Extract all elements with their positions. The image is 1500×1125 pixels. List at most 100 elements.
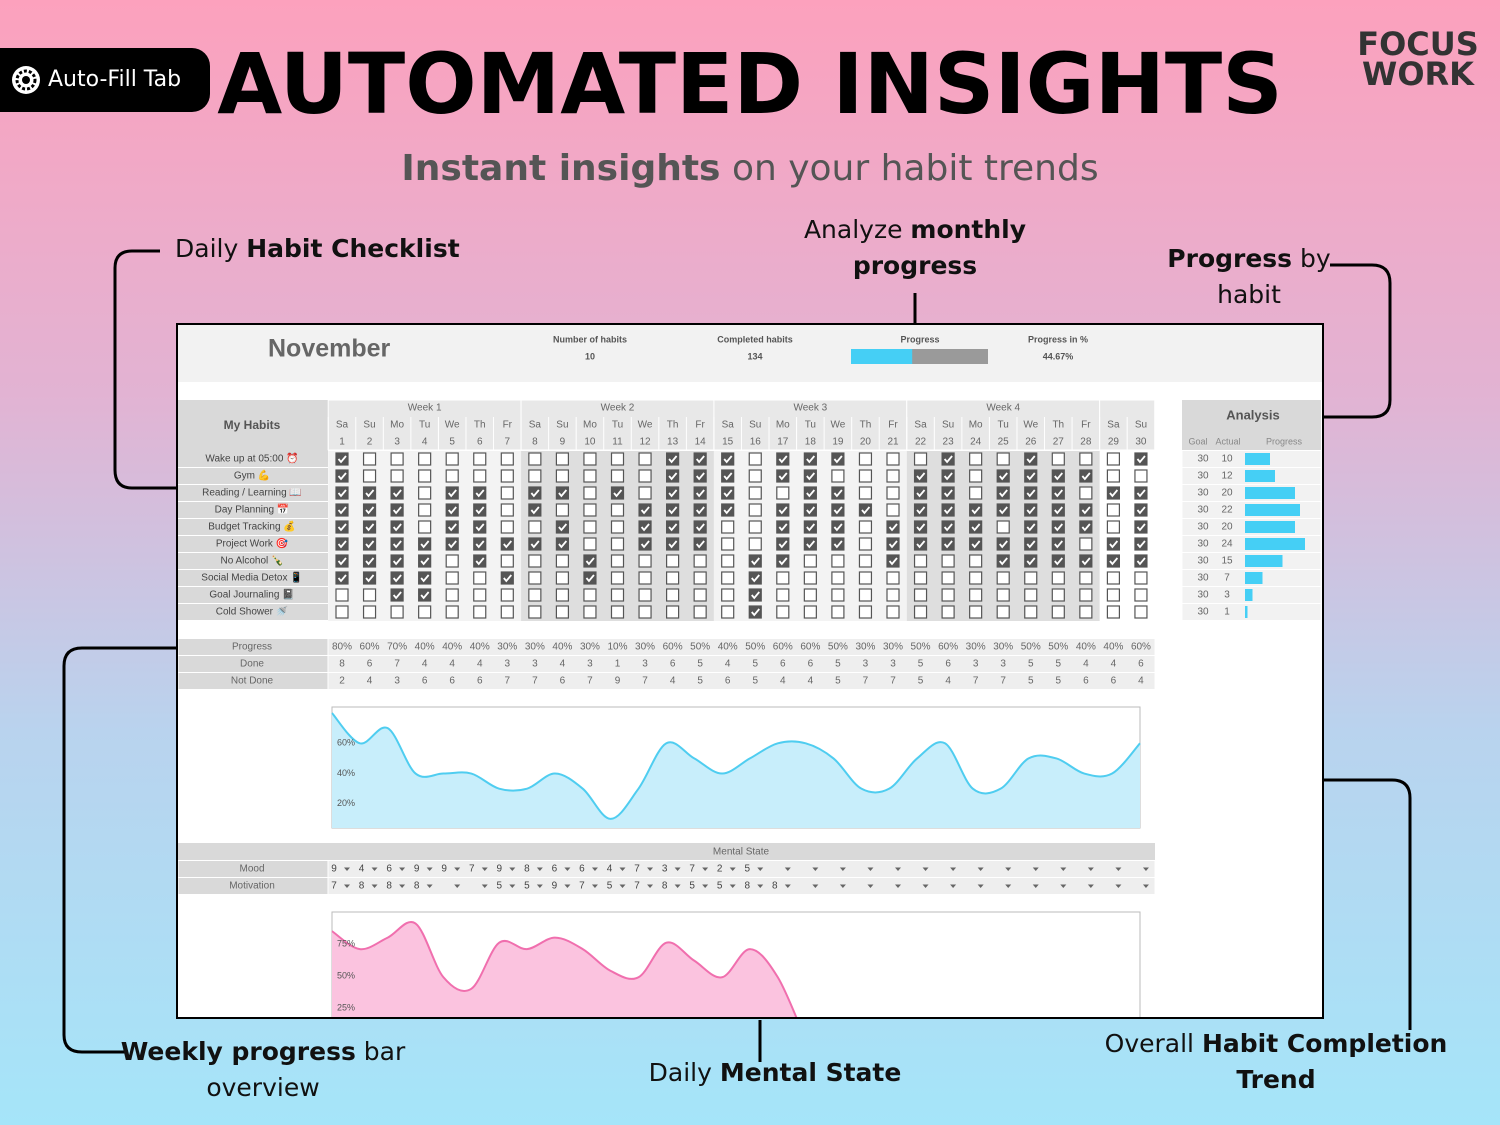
checkbox: [362, 588, 377, 602]
summary-value: 7: [890, 676, 896, 687]
checkbox: [445, 537, 459, 551]
checkbox-box: [969, 469, 983, 483]
summary-value: 40%: [415, 642, 435, 653]
checkbox: [335, 537, 349, 551]
checkbox-box: [969, 503, 983, 517]
checkbox: [390, 588, 404, 602]
callout-segment: Weekly progress: [121, 1037, 356, 1066]
checkbox: [335, 588, 349, 602]
callout: Progress by: [1167, 244, 1331, 273]
checkbox: [748, 486, 762, 500]
mental-value: 6: [386, 864, 392, 875]
checkbox-tick: [475, 523, 485, 532]
checkbox: [886, 605, 900, 619]
checkbox-box: [693, 605, 707, 619]
checkbox: [610, 605, 625, 619]
checkbox: [693, 520, 707, 534]
checkbox-box: [362, 537, 377, 551]
checkbox-box: [583, 452, 597, 466]
checkbox-box: [969, 605, 983, 619]
checkbox-box: [500, 503, 514, 517]
summary-value: 4: [1083, 659, 1089, 670]
checkbox: [500, 503, 514, 517]
summary-value: 40%: [1076, 642, 1096, 653]
summary-value: 5: [1028, 676, 1034, 687]
date-label: 26: [1025, 437, 1037, 448]
checkbox: [445, 554, 459, 568]
mental-value: 6: [552, 864, 558, 875]
checkbox: [969, 469, 983, 483]
checkbox-box: [1051, 605, 1065, 619]
checkbox-tick: [999, 506, 1008, 515]
checkbox-box: [335, 537, 349, 551]
checkbox: [500, 469, 514, 483]
checkbox-box: [555, 588, 570, 602]
checkbox-box: [555, 571, 570, 585]
summary-value: 30%: [497, 642, 517, 653]
checkbox-box: [1134, 605, 1148, 619]
checkbox: [858, 588, 873, 602]
checkbox-tick: [943, 506, 953, 515]
checkbox: [610, 554, 625, 568]
checkbox-tick: [530, 489, 540, 498]
checkbox-box: [748, 469, 762, 483]
checkbox-box: [528, 571, 542, 585]
checkbox-box: [418, 503, 432, 517]
summary-value: 50%: [690, 642, 710, 653]
checkbox-box: [996, 571, 1010, 585]
summary-value: 10%: [607, 642, 627, 653]
stat-label: Progress in %: [1028, 334, 1088, 344]
summary-value: 7: [642, 676, 648, 687]
goal: 30: [1197, 573, 1209, 584]
week-head: [520, 399, 715, 451]
checkbox-box: [610, 486, 625, 500]
checkbox-tick: [420, 574, 430, 583]
checkbox: [776, 486, 790, 500]
checkbox: [583, 452, 597, 466]
summary-value: 3: [642, 659, 648, 670]
checkbox-box: [362, 571, 377, 585]
callout-segment: Daily: [649, 1058, 720, 1087]
checkbox-tick: [448, 489, 457, 498]
checkbox-box: [390, 588, 404, 602]
checkbox: [803, 537, 817, 551]
dropdown-arrow: [454, 884, 461, 888]
checkbox: [1024, 452, 1038, 466]
dropdown-arrow: [1032, 884, 1039, 888]
dropdown-arrow: [867, 867, 874, 871]
dropdown-arrow: [371, 867, 378, 871]
checkbox-tick: [640, 523, 650, 532]
checkbox: [500, 520, 514, 534]
checkbox: [418, 605, 432, 619]
habit-progress-bar: [1245, 504, 1300, 516]
checkbox-box: [500, 469, 514, 483]
checkbox: [1134, 537, 1148, 551]
checkbox-box: [1079, 503, 1093, 517]
checkbox: [803, 469, 817, 483]
checkbox: [831, 571, 845, 585]
summary-value: 60%: [360, 642, 380, 653]
checkbox-box: [528, 554, 542, 568]
checkbox-box: [610, 554, 625, 568]
checkbox-tick: [448, 540, 457, 549]
checkbox-box: [528, 537, 542, 551]
stat-label: Number of habits: [553, 334, 627, 344]
checkbox-tick: [695, 540, 705, 549]
checkbox: [583, 554, 597, 568]
checkbox-box: [1106, 469, 1121, 483]
checkbox-tick: [1054, 489, 1063, 498]
checkbox: [1134, 486, 1148, 500]
checkbox: [913, 520, 928, 534]
mental-value: 8: [772, 881, 778, 892]
badge[interactable]: [0, 48, 210, 112]
checkbox: [583, 469, 597, 483]
checkbox-box: [831, 554, 845, 568]
checkbox: [583, 537, 597, 551]
checkbox-box: [996, 469, 1010, 483]
checkbox: [610, 486, 625, 500]
dropdown-arrow: [454, 867, 461, 871]
checkbox: [445, 452, 459, 466]
actual: 20: [1221, 488, 1233, 499]
checkbox-box: [390, 571, 404, 585]
analysis-header: Progress: [1266, 436, 1303, 446]
